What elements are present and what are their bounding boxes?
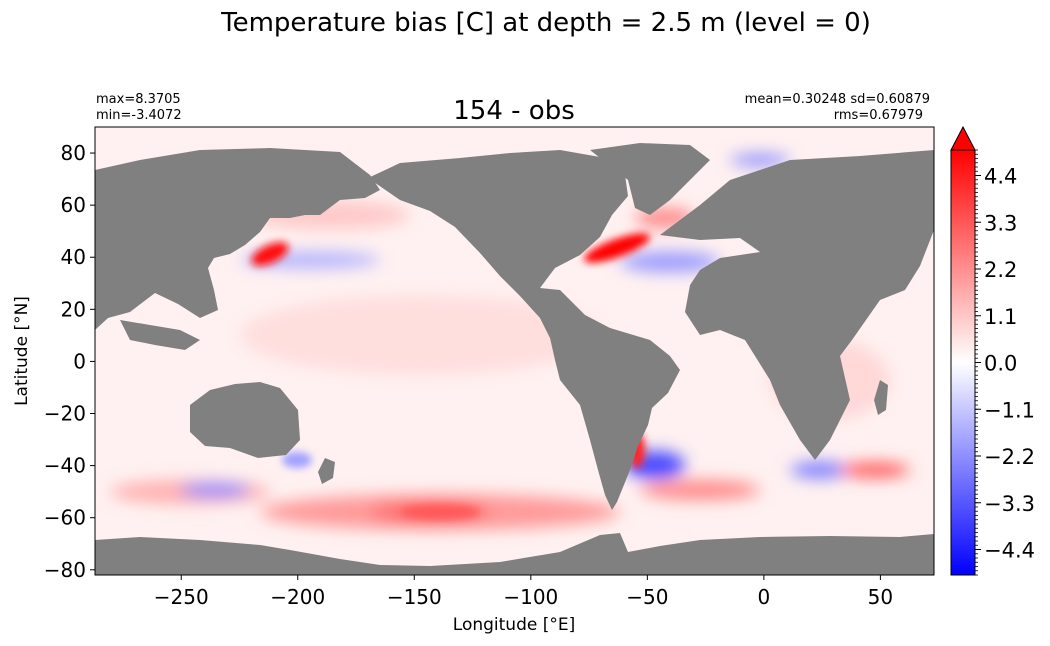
x-tick-label: −50: [626, 585, 668, 609]
colorbar-tick-label: −4.4: [984, 539, 1035, 563]
colorbar-tick-label: 1.1: [984, 305, 1017, 329]
figure-suptitle: Temperature bias [C] at depth = 2.5 m (l…: [220, 8, 871, 38]
bias-agulhas-warm: [840, 463, 910, 477]
y-axis-label: Latitude [°N]: [12, 296, 32, 406]
y-tick-label: 40: [61, 245, 86, 269]
x-tick-label: −250: [154, 585, 209, 609]
x-tick-label: −100: [503, 585, 558, 609]
y-tick-label: 20: [61, 297, 86, 321]
bias-gulf-stream: [583, 233, 651, 263]
land-eurasia-east: [95, 148, 380, 330]
bias-indian-cold: [790, 462, 850, 478]
colorbar-tick-label: −1.1: [984, 398, 1035, 422]
axes-title: 154 - obs: [453, 96, 575, 126]
stat-max: max=8.3705: [96, 92, 181, 107]
bias-south-atlantic-warm-band: [640, 480, 760, 500]
y-axis-ticks: 80 60 40 20 0 −20 −40 −60 −80: [44, 141, 95, 582]
land-masses: [95, 143, 934, 575]
land-new-zealand: [318, 458, 335, 484]
y-tick-label: −20: [44, 402, 86, 426]
land-americas: [368, 150, 680, 510]
y-tick-label: 80: [61, 141, 86, 165]
stat-min: min=-3.4072: [96, 108, 182, 123]
colorbar-minor-ticks: [975, 149, 978, 576]
y-tick-label: 60: [61, 193, 86, 217]
x-axis-ticks: −250 −200 −150 −100 −50 0 50: [154, 575, 893, 609]
x-axis-label: Longitude [°E]: [453, 615, 575, 635]
colorbar-extend-arrow: [950, 125, 976, 151]
x-tick-label: 0: [758, 585, 771, 609]
bias-western-australia-cold: [282, 452, 312, 468]
colorbar: 4.4 3.3 2.2 1.1 0.0 −1.1 −2.2 −3.3 −4.4: [950, 125, 1035, 576]
land-greenland: [590, 143, 710, 215]
colorbar-tick-label: 0.0: [984, 352, 1017, 376]
colorbar-tick-label: 2.2: [984, 258, 1017, 282]
y-tick-label: −80: [44, 558, 86, 582]
bias-arctic-cold: [730, 154, 790, 166]
land-antarctica: [95, 533, 934, 575]
bias-kuroshio: [251, 242, 289, 266]
y-tick-label: −60: [44, 506, 86, 530]
bias-tasman-cold: [180, 483, 250, 497]
colorbar-tick-label: −2.2: [984, 445, 1035, 469]
land-indonesia: [120, 320, 200, 350]
bias-tropical-pacific: [240, 295, 600, 375]
land-eurasia-west-africa: [660, 150, 934, 460]
colorbar-ticks: 4.4 3.3 2.2 1.1 0.0 −1.1 −2.2 −3.3 −4.4: [975, 165, 1035, 563]
axes-frame: [94, 126, 935, 576]
colorbar-tick-label: 4.4: [984, 165, 1017, 189]
colorbar-tick-label: −3.3: [984, 492, 1035, 516]
land-madagascar: [874, 380, 888, 415]
colorbar-gradient: [950, 149, 976, 576]
y-tick-label: 0: [73, 349, 86, 373]
stat-mean-sd: mean=0.30248 sd=0.60879: [745, 92, 930, 107]
map-area: [95, 127, 934, 575]
x-tick-label: 50: [868, 585, 893, 609]
x-tick-label: −150: [387, 585, 442, 609]
y-tick-label: −40: [44, 454, 86, 478]
stat-rms: rms=0.67979: [834, 108, 923, 123]
bias-southern-ocean-hot: [400, 505, 480, 519]
bias-field: [110, 154, 910, 530]
x-tick-label: −200: [270, 585, 325, 609]
land-australia: [190, 382, 300, 458]
colorbar-tick-label: 3.3: [984, 211, 1017, 235]
bias-labrador-cold: [620, 252, 720, 272]
